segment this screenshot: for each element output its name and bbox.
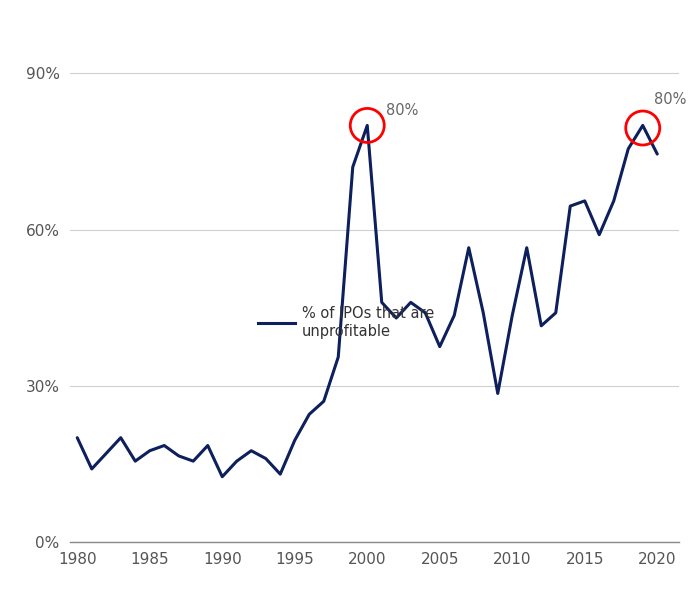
Legend: % of IPOs that are
unprofitable: % of IPOs that are unprofitable <box>253 300 440 344</box>
Text: 80%: 80% <box>654 92 687 107</box>
Text: 80%: 80% <box>386 102 419 117</box>
